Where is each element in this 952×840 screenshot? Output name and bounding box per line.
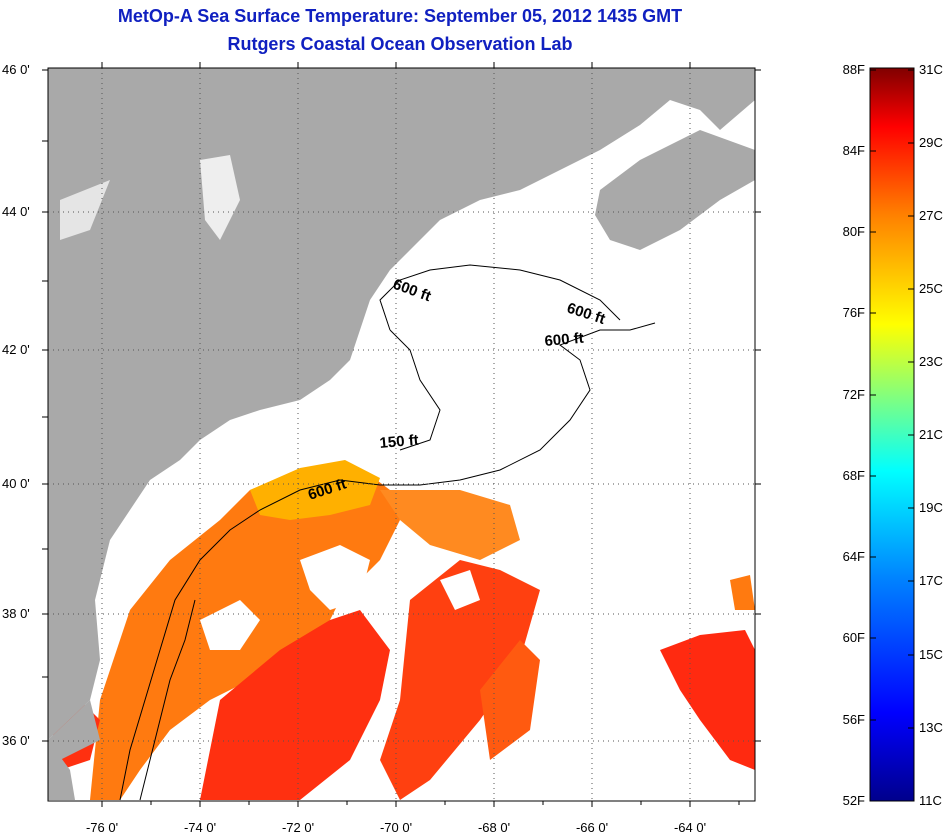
contour-label: 150 ft bbox=[379, 432, 420, 452]
bathymetry-contours bbox=[119, 264, 656, 801]
lon-label: -74 0' bbox=[184, 820, 216, 835]
map-subtitle: Rutgers Coastal Ocean Observation Lab bbox=[227, 34, 573, 54]
graticule bbox=[48, 68, 755, 801]
lat-label: 42 0' bbox=[2, 342, 30, 357]
lon-label: -68 0' bbox=[478, 820, 510, 835]
contour-label: 600 ft bbox=[544, 330, 585, 350]
lat-label: 44 0' bbox=[2, 204, 30, 219]
lat-label: 36 0' bbox=[2, 733, 30, 748]
lat-label: 38 0' bbox=[2, 606, 30, 621]
lon-label: -66 0' bbox=[576, 820, 608, 835]
lon-label: -70 0' bbox=[380, 820, 412, 835]
lat-label: 40 0' bbox=[2, 476, 30, 491]
axis-ticks bbox=[42, 62, 761, 807]
lat-label: 46 0' bbox=[2, 62, 30, 77]
latitude-labels: 46 0' 44 0' 42 0' 40 0' 38 0' 36 0' bbox=[2, 62, 30, 748]
landmass bbox=[48, 68, 755, 800]
lon-label: -72 0' bbox=[282, 820, 314, 835]
lon-label: -76 0' bbox=[86, 820, 118, 835]
map-plot-area bbox=[48, 68, 755, 801]
longitude-labels: -76 0' -74 0' -72 0' -70 0' -68 0' -66 0… bbox=[86, 820, 706, 835]
lon-label: -64 0' bbox=[674, 820, 706, 835]
map-title: MetOp-A Sea Surface Temperature: Septemb… bbox=[117, 6, 683, 26]
map-frame bbox=[47, 67, 756, 802]
